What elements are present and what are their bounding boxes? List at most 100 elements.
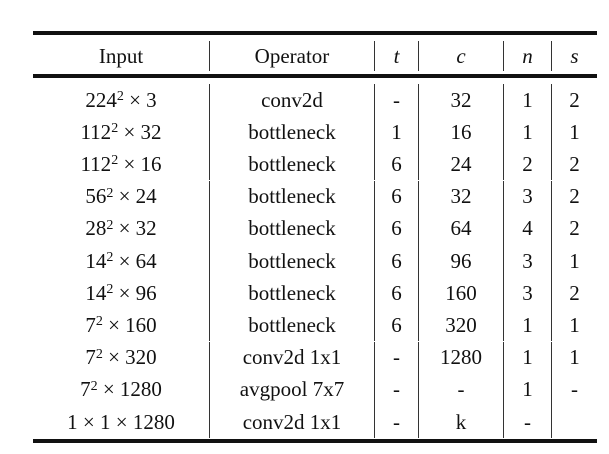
cell-operator: conv2d — [210, 84, 375, 116]
input-rest: × 32 — [113, 216, 157, 241]
cell-input: 112 2 × 32 — [33, 116, 210, 149]
header-t: t — [375, 41, 419, 71]
cell-c: 160 — [419, 277, 504, 310]
header-input: Input — [33, 41, 210, 71]
input-rest: × 32 — [118, 119, 162, 144]
input-base: 112 — [80, 119, 112, 144]
header-s: s — [570, 43, 579, 68]
top-rule — [33, 31, 597, 35]
input-exponent: 2 — [106, 185, 114, 201]
cell-s: 2 — [569, 280, 580, 305]
header-n: n — [504, 41, 552, 71]
cell-s: 1 — [569, 312, 580, 337]
input-exponent: 2 — [90, 378, 98, 394]
cell-n: 3 — [504, 277, 552, 310]
cell-n: 1 — [504, 373, 552, 406]
input-exponent: 2 — [111, 153, 119, 169]
input-rest: × 96 — [113, 280, 157, 305]
cell-c: 32 — [419, 180, 504, 213]
input-base: 112 — [80, 151, 112, 176]
cell-t: 6 — [375, 309, 419, 342]
input-base: 56 — [85, 184, 107, 209]
cell-input: 28 2 × 32 — [33, 212, 210, 245]
cell-t: 6 — [375, 277, 419, 310]
cell-s: 2 — [569, 216, 580, 241]
header-row: Input Operator t c n s — [33, 38, 597, 74]
cell-n: - — [504, 406, 552, 438]
cell-s: 1 — [569, 119, 580, 144]
header-c: c — [419, 41, 504, 71]
cell-operator: avgpool 7x7 — [210, 373, 375, 406]
cell-s: 1 — [569, 248, 580, 273]
input-exponent: 2 — [116, 89, 124, 104]
input-exponent: 2 — [106, 217, 114, 233]
cell-c: 24 — [419, 148, 504, 181]
cell-c: 64 — [419, 212, 504, 245]
cell-s — [552, 406, 597, 438]
cell-c: 96 — [419, 245, 504, 277]
cell-operator: bottleneck — [210, 180, 375, 213]
cell-c: 1280 — [419, 341, 504, 374]
table-row: 14 2 × 64 bottleneck 6 96 3 1 — [33, 245, 597, 277]
cell-input: 112 2 × 16 — [33, 148, 210, 181]
cell-n: 3 — [504, 180, 552, 213]
table-row: 28 2 × 32 bottleneck 6 64 4 2 — [33, 212, 597, 245]
input-rest: × 16 — [118, 151, 162, 176]
table-row: 112 2 × 16 bottleneck 6 24 2 2 — [33, 148, 597, 181]
input-base: 7 — [85, 345, 96, 370]
cell-n: 2 — [504, 148, 552, 181]
input-base: 14 — [85, 248, 107, 273]
input-rest: × 24 — [113, 184, 157, 209]
input-exponent: 2 — [106, 282, 114, 298]
input-base: 7 — [85, 312, 96, 337]
table-row: 224 2 × 3 conv2d -32 1 2 — [33, 84, 597, 116]
cell-t: 6 — [375, 180, 419, 213]
cell-c: 320 — [419, 309, 504, 342]
cell-s: 2 — [569, 151, 580, 176]
cell-operator: conv2d 1x1 — [210, 341, 375, 374]
header-operator: Operator — [210, 41, 375, 71]
cell-operator: bottleneck — [210, 277, 375, 310]
input-base: 7 — [80, 377, 91, 402]
cell-c: - — [419, 373, 504, 406]
input-exponent: 2 — [111, 121, 119, 137]
cell-input: 14 2 × 64 — [33, 245, 210, 277]
cell-n: 1 — [504, 341, 552, 374]
input-rest: × 64 — [113, 248, 157, 273]
cell-t: 6 — [375, 212, 419, 245]
cell-t: - — [375, 373, 419, 406]
cell-t: 6 — [375, 148, 419, 181]
table-row: 56 2 × 24 bottleneck 6 32 3 2 — [33, 180, 597, 213]
input-rest: × 320 — [102, 345, 157, 370]
bottom-rule — [33, 439, 597, 443]
table-row: 14 2 × 96 bottleneck 6 160 3 2 — [33, 277, 597, 310]
input-exponent: 2 — [106, 250, 114, 265]
cell-t: 1 — [375, 116, 419, 149]
input-rest: × 3 — [123, 87, 157, 112]
cell-s: 2 — [569, 184, 580, 209]
cell-operator: bottleneck — [210, 212, 375, 245]
cell-s: 1 — [569, 345, 580, 370]
cell-t: - — [375, 406, 419, 438]
cell-input: 1 × 1 × 1280 — [33, 406, 210, 438]
cell-input: 56 2 × 24 — [33, 180, 210, 213]
table-row: 1 × 1 × 1280 conv2d 1x1- k - — [33, 406, 597, 438]
cell-n: 1 — [504, 84, 552, 116]
cell-operator: bottleneck — [210, 148, 375, 181]
cell-t: 6 — [375, 245, 419, 277]
cell-t: - — [375, 84, 419, 116]
cell-c: k — [419, 406, 504, 438]
cell-operator: bottleneck — [210, 309, 375, 342]
input-base: 224 — [85, 87, 117, 112]
cell-c: 32 — [419, 84, 504, 116]
input-exponent: 2 — [95, 314, 103, 330]
input-rest: × 1280 — [97, 377, 162, 402]
input-exponent: 2 — [95, 346, 103, 362]
cell-s: - — [571, 377, 578, 402]
